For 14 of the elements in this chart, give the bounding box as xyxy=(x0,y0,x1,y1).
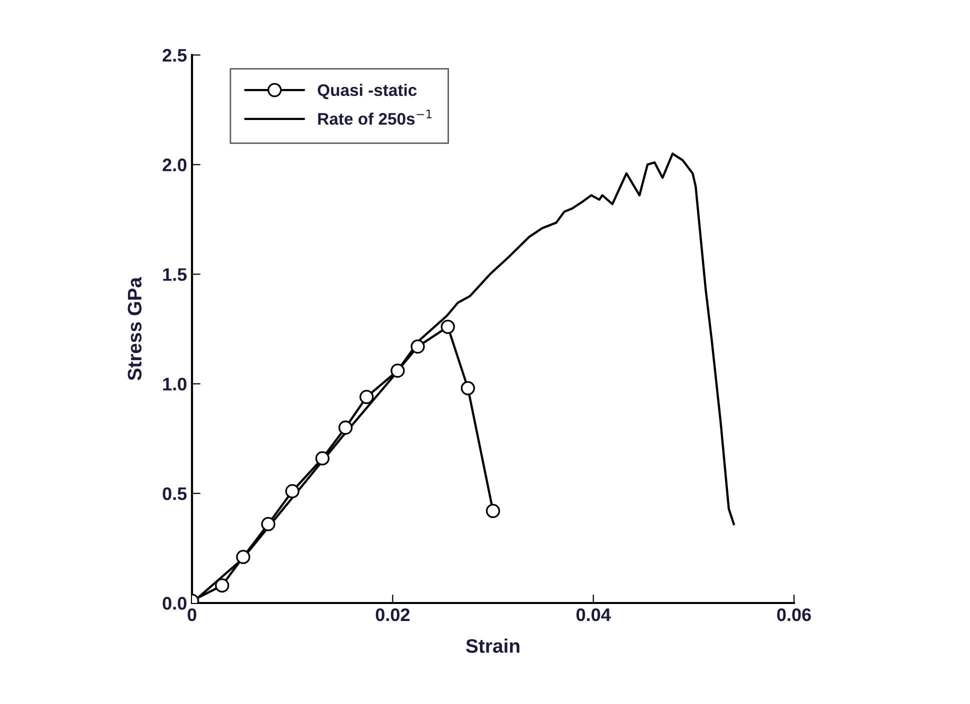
y-tick-label: 0.0 xyxy=(162,596,186,610)
x-tick-label: 0.06 xyxy=(777,608,811,622)
x-tick-label: 0.04 xyxy=(576,608,611,622)
y-tick-label: 1.5 xyxy=(163,268,187,281)
x-axis-title: Strain xyxy=(466,638,520,653)
y-axis-title: Stress GPa xyxy=(128,276,142,380)
y-tick-label: 1.0 xyxy=(163,378,186,391)
y-tick-label: 2.0 xyxy=(162,158,186,172)
x-tick-label: 0 xyxy=(188,608,196,622)
x-tick-label: 0.02 xyxy=(376,608,410,622)
y-tick-label: 2.5 xyxy=(162,48,187,62)
y-tick-label: 0.5 xyxy=(162,487,187,500)
legend-label: Rate of 250s$^{−1}$ xyxy=(318,110,432,125)
legend-label: Quasi -static xyxy=(318,84,417,100)
